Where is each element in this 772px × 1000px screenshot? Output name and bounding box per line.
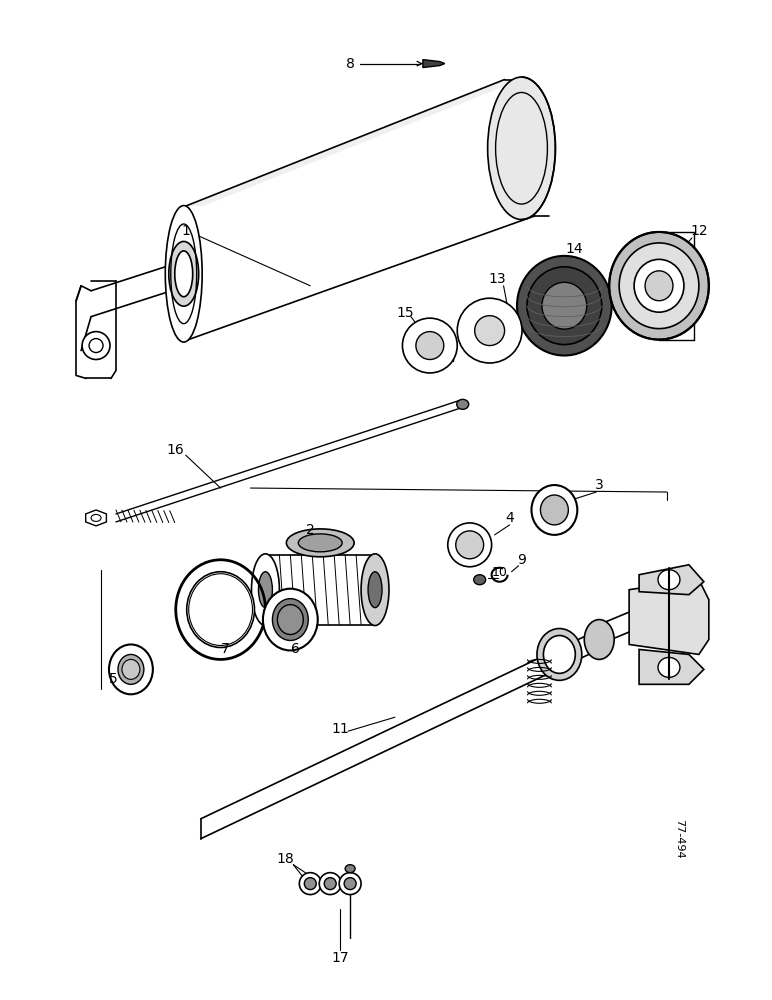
Polygon shape	[186, 80, 522, 206]
Ellipse shape	[118, 654, 144, 684]
Ellipse shape	[300, 873, 321, 895]
Ellipse shape	[122, 659, 140, 679]
Ellipse shape	[658, 657, 680, 677]
Ellipse shape	[298, 534, 342, 552]
Ellipse shape	[344, 878, 356, 890]
Text: 5: 5	[109, 672, 117, 686]
Ellipse shape	[82, 332, 110, 360]
Ellipse shape	[634, 259, 684, 312]
Ellipse shape	[609, 232, 709, 340]
Ellipse shape	[542, 282, 587, 329]
Text: 14: 14	[566, 242, 583, 256]
Ellipse shape	[457, 399, 469, 409]
Ellipse shape	[263, 589, 318, 650]
Text: 12: 12	[690, 224, 708, 238]
Ellipse shape	[165, 206, 202, 342]
Text: 2: 2	[306, 523, 315, 537]
Ellipse shape	[619, 243, 699, 329]
Text: 3: 3	[595, 478, 604, 492]
Text: 17: 17	[331, 951, 349, 965]
Ellipse shape	[187, 572, 255, 647]
Ellipse shape	[517, 256, 611, 356]
Ellipse shape	[531, 485, 577, 535]
Polygon shape	[629, 580, 709, 654]
Ellipse shape	[402, 318, 457, 373]
Ellipse shape	[368, 572, 382, 608]
Text: 4: 4	[505, 511, 514, 525]
Ellipse shape	[169, 241, 198, 306]
Ellipse shape	[448, 523, 492, 567]
Text: 16: 16	[167, 443, 185, 457]
Ellipse shape	[457, 298, 522, 363]
Ellipse shape	[416, 332, 444, 360]
Ellipse shape	[277, 605, 303, 635]
Text: 7: 7	[222, 642, 230, 656]
Text: 6: 6	[291, 642, 300, 656]
Text: 10: 10	[492, 566, 507, 579]
Ellipse shape	[304, 878, 317, 890]
Ellipse shape	[455, 531, 483, 559]
Ellipse shape	[174, 251, 193, 297]
Ellipse shape	[109, 644, 153, 694]
Text: 77-494: 77-494	[674, 819, 684, 859]
Text: 13: 13	[489, 272, 506, 286]
Ellipse shape	[537, 629, 582, 680]
Text: 18: 18	[276, 852, 294, 866]
Ellipse shape	[252, 554, 279, 626]
Text: 11: 11	[331, 722, 349, 736]
Ellipse shape	[286, 529, 354, 557]
Ellipse shape	[259, 572, 273, 608]
Polygon shape	[639, 565, 704, 595]
Polygon shape	[86, 510, 107, 526]
Ellipse shape	[339, 873, 361, 895]
Ellipse shape	[324, 878, 336, 890]
Text: 8: 8	[346, 57, 354, 71]
Ellipse shape	[645, 271, 673, 301]
Ellipse shape	[540, 495, 568, 525]
Ellipse shape	[345, 865, 355, 873]
Ellipse shape	[488, 77, 555, 220]
Ellipse shape	[475, 316, 505, 346]
Ellipse shape	[474, 575, 486, 585]
Ellipse shape	[584, 620, 615, 659]
Text: 1: 1	[181, 224, 190, 238]
Text: 9: 9	[517, 553, 526, 567]
Ellipse shape	[543, 636, 575, 673]
Ellipse shape	[273, 599, 308, 640]
Polygon shape	[423, 60, 445, 68]
Ellipse shape	[658, 570, 680, 590]
Ellipse shape	[527, 267, 601, 345]
Text: 15: 15	[396, 306, 414, 320]
Ellipse shape	[320, 873, 341, 895]
Polygon shape	[639, 649, 704, 684]
Ellipse shape	[361, 554, 389, 626]
